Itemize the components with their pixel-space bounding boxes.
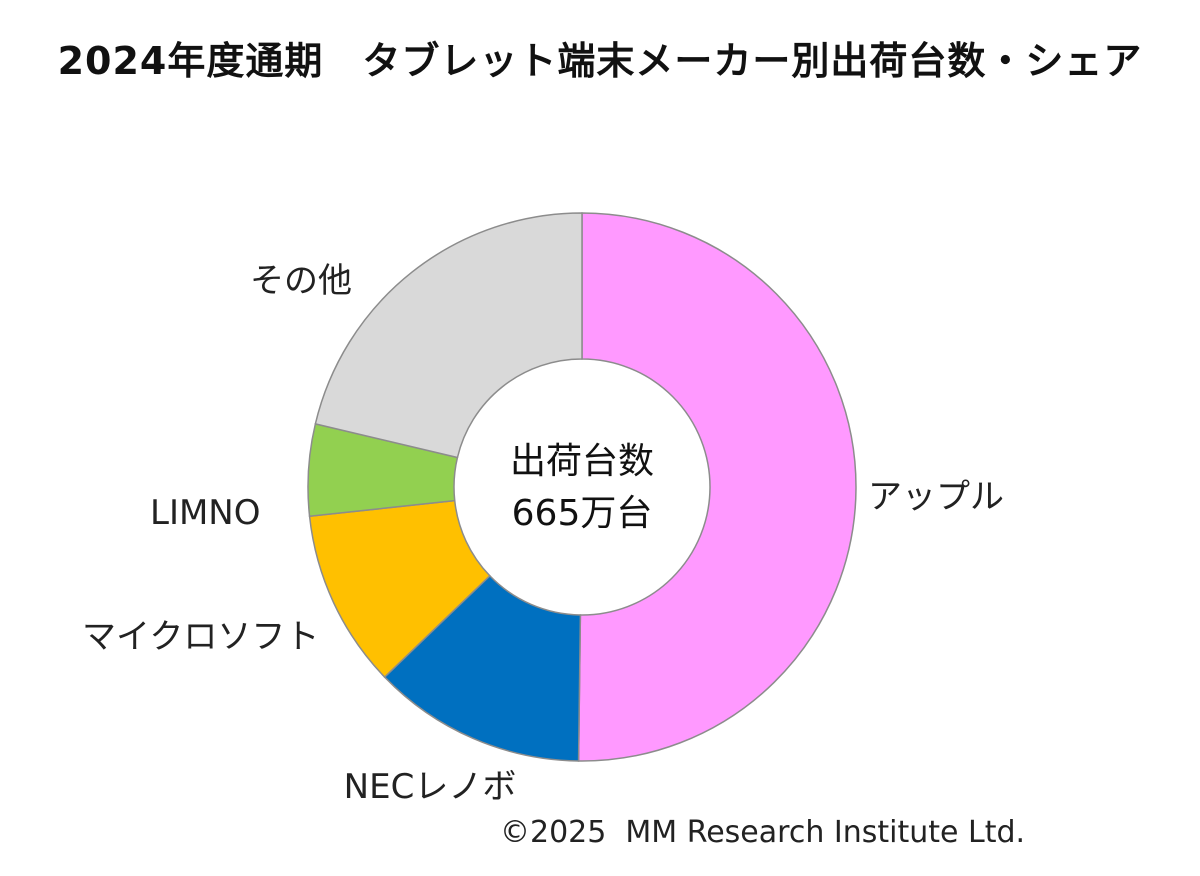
slice-1 xyxy=(383,574,582,762)
slice-label-3: LIMNO xyxy=(150,493,261,533)
chart-title: 2024年度通期 タブレット端末メーカー別出荷台数・シェア xyxy=(57,39,1143,83)
center-label-line1: 出荷台数 xyxy=(510,441,654,482)
slice-label-4: その他 xyxy=(250,261,352,301)
copyright-text: ©2025 MM Research Institute Ltd. xyxy=(500,815,1026,850)
slice-4 xyxy=(314,212,583,459)
center-label-line2: 665万台 xyxy=(512,493,653,534)
slice-labels: アップル NECレノボ マイクロソフト LIMNO その他 xyxy=(82,261,1004,807)
slices xyxy=(307,212,857,762)
slice-label-2: マイクロソフト xyxy=(82,617,319,657)
slice-label-1: NECレノボ xyxy=(344,767,517,807)
slice-label-0: アップル xyxy=(868,477,1004,517)
slice-2 xyxy=(308,499,491,679)
slice-0 xyxy=(577,212,857,762)
